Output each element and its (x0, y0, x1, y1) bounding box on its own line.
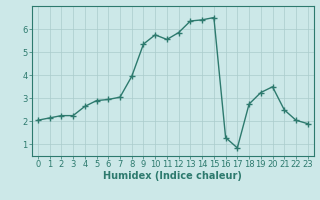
X-axis label: Humidex (Indice chaleur): Humidex (Indice chaleur) (103, 171, 242, 181)
